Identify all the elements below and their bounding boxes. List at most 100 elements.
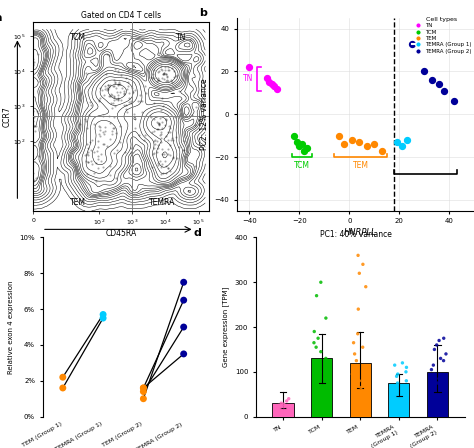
Point [153,149,160,156]
Point [103,85,110,92]
Point [393,373,401,380]
X-axis label: CD45RA: CD45RA [105,229,137,238]
Point [92,177,100,185]
Point [127,144,135,151]
Point [430,346,438,353]
Point [127,149,134,156]
Point [106,172,114,179]
Point [394,379,401,387]
Point [114,68,122,75]
Point [122,105,130,112]
Point [124,78,132,85]
Text: TN: TN [175,33,186,42]
Point [265,78,273,86]
Point [84,145,92,152]
Point [101,123,109,130]
Point [111,79,118,86]
Point [151,144,158,151]
Point [131,124,139,131]
Point [426,393,434,400]
Point [440,87,448,94]
Point [164,129,172,136]
Point [162,70,170,78]
Point [166,168,174,175]
Title: HNRPLL: HNRPLL [344,228,376,237]
Point [118,84,126,91]
Point [106,52,113,59]
Point [285,395,292,402]
Bar [388,383,410,417]
Point [108,131,115,138]
Point [113,85,120,92]
Point [167,61,175,68]
Point [116,88,124,95]
Point [128,85,136,92]
Point [310,362,318,369]
Point [157,164,165,171]
Point [82,116,89,123]
Point [336,132,343,139]
Point [164,73,171,81]
Point [146,112,154,120]
Point [148,164,156,171]
Point [94,164,101,171]
Point [150,66,157,73]
Point [378,147,385,154]
Point [435,81,443,88]
Point [428,77,436,84]
Point [435,375,443,382]
Point [435,337,443,344]
Point [420,68,428,75]
Point [96,124,104,131]
Point [350,339,357,346]
Point [109,82,117,90]
Point [164,150,172,157]
Point [30,113,37,120]
Point [114,95,121,102]
Point [155,144,162,151]
Point [88,137,95,144]
Point [313,292,320,299]
Point [34,50,42,57]
Point [29,178,37,185]
Point [166,129,173,136]
Point [403,136,410,143]
Bar [311,358,332,417]
Point [402,377,410,384]
Point [159,124,166,131]
Point [29,62,37,69]
Point [310,339,318,346]
Point [88,161,95,168]
Point [101,86,109,93]
Point [163,76,170,83]
Point [104,81,112,88]
Text: TEM: TEM [70,198,86,207]
Point [122,148,129,155]
Point [110,92,118,99]
Point [180,147,188,154]
Point [86,138,94,146]
Point [314,335,322,342]
Point [87,157,95,164]
Point [158,119,165,126]
Point [273,408,281,415]
Point [353,357,360,364]
Bar [273,403,293,417]
Point [362,283,370,290]
Point [141,137,148,144]
Point [109,124,117,131]
Point [82,69,90,76]
Point [130,111,137,118]
Point [125,83,132,90]
Point [351,350,358,358]
Point [109,104,116,112]
Point [29,117,37,125]
Point [157,65,164,73]
Point [90,169,98,177]
Point [29,108,37,115]
Point [351,391,358,398]
Point [120,87,128,94]
Point [111,103,118,110]
Point [106,120,114,127]
Point [356,138,363,146]
